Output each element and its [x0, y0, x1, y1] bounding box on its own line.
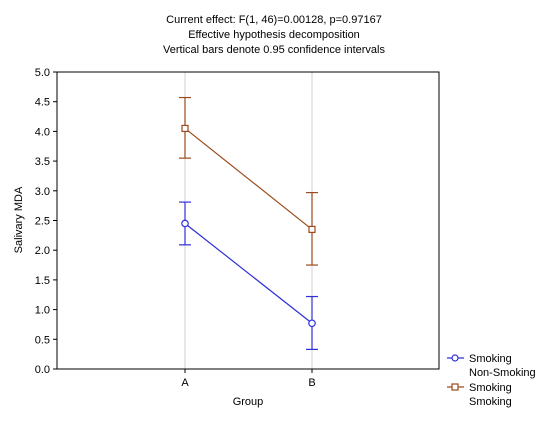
legend-label-smoking: Smoking: [469, 396, 512, 408]
y-tick-label-1.0: 1.0: [35, 305, 50, 317]
chart-title-line-1: Current effect: F(1, 46)=0.00128, p=0.97…: [166, 14, 382, 26]
y-tick-label-5.0: 5.0: [35, 67, 50, 79]
series-line-non-smoking: [184, 222, 313, 324]
legend-marker-non-smoking: [451, 354, 459, 362]
data-point-non-smoking-B: [308, 319, 316, 328]
x-tick-label-A: A: [181, 377, 189, 389]
y-tick-label-3.0: 3.0: [35, 186, 50, 198]
plot-area-frame: [56, 71, 440, 370]
y-tick-label-2.5: 2.5: [35, 216, 50, 228]
data-point-smoking-B: [308, 225, 316, 234]
y-tick-label-2.0: 2.0: [35, 245, 50, 257]
y-tick-label-0.0: 0.0: [35, 364, 50, 376]
y-tick-label-4.5: 4.5: [35, 97, 50, 109]
series-line-smoking: [184, 127, 313, 230]
y-tick-label-1.5: 1.5: [35, 275, 50, 287]
chart-title-line-2: Effective hypothesis decomposition: [188, 29, 360, 41]
legend-label-non-smoking: Non-Smoking: [469, 367, 536, 379]
x-axis-label: Group: [233, 396, 264, 408]
legend: Smoking Non-Smoking Smoking Smoking: [447, 353, 536, 408]
grid-layer: [184, 72, 313, 369]
chart-title-line-3: Vertical bars denote 0.95 confidence int…: [163, 44, 385, 56]
y-tick-label-3.5: 3.5: [35, 156, 50, 168]
ticks-layer: A B 0.0 0.5 1.0 1.5 2.0 2.5 3.0 3.5 4.0 4.5 5.0: [35, 67, 316, 389]
x-tick-label-B: B: [308, 377, 315, 389]
data-point-non-smoking-A: [181, 219, 189, 228]
legend-marker-smoking: [451, 383, 459, 391]
legend-title-non-smoking: Smoking: [469, 353, 512, 365]
series-layer: [179, 96, 318, 350]
y-tick-label-4.0: 4.0: [35, 126, 50, 138]
y-tick-label-0.5: 0.5: [35, 334, 50, 346]
y-axis-label: Salivary MDA: [13, 186, 25, 253]
data-point-smoking-A: [181, 124, 189, 133]
legend-title-smoking: Smoking: [469, 382, 512, 394]
